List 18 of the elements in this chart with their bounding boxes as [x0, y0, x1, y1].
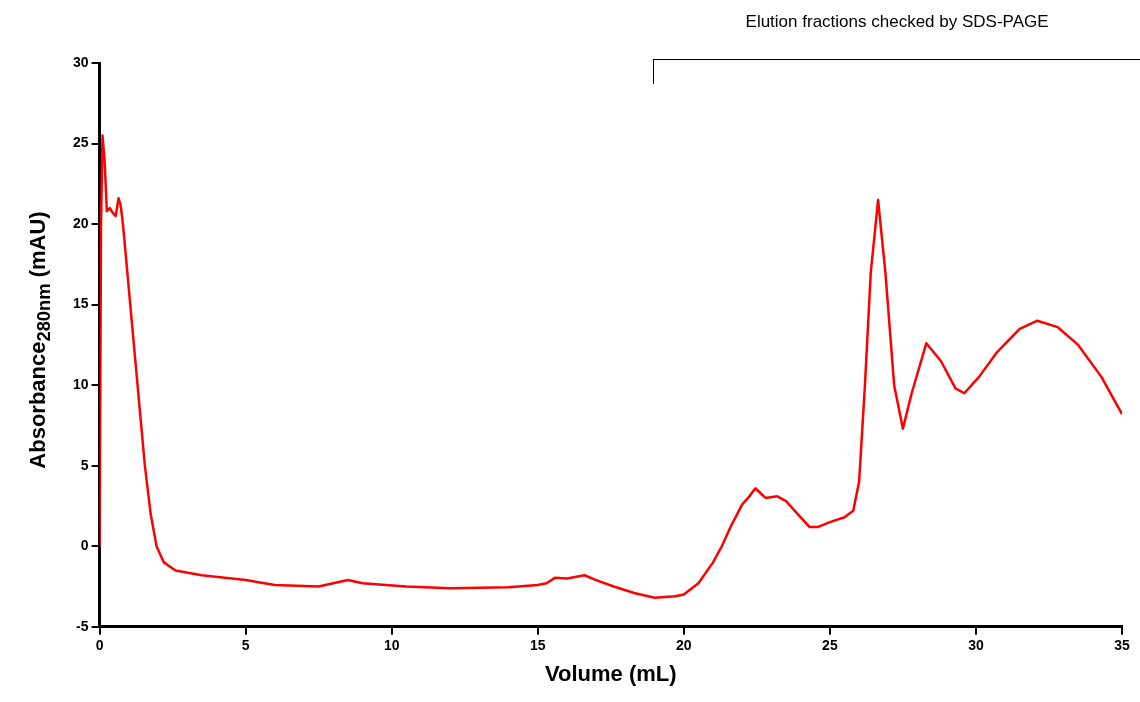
y-tick-label: 30	[72, 53, 89, 70]
y-tick-label: 20	[72, 214, 89, 231]
x-tick-label: 25	[822, 637, 838, 654]
y-tick-label: 10	[72, 376, 89, 393]
y-tick-label: -5	[76, 617, 89, 634]
y-tick-label: 0	[80, 537, 89, 554]
x-axis-title: Volume (mL)	[544, 660, 677, 686]
y-tick-label: 15	[72, 295, 89, 312]
x-tick-label: 10	[383, 637, 400, 654]
x-tick-label: 0	[95, 637, 104, 654]
text: Elution fractions checked by SDS-PAGE	[744, 12, 1050, 31]
x-tick-label: 30	[968, 637, 984, 654]
x-tick-label: 5	[241, 637, 250, 654]
x-tick-label: 35	[1114, 637, 1130, 654]
x-tick-label: 15	[529, 637, 546, 654]
x-tick-label: 20	[676, 637, 692, 654]
y-tick-label: 5	[80, 456, 89, 473]
y-tick-label: 25	[72, 134, 89, 151]
